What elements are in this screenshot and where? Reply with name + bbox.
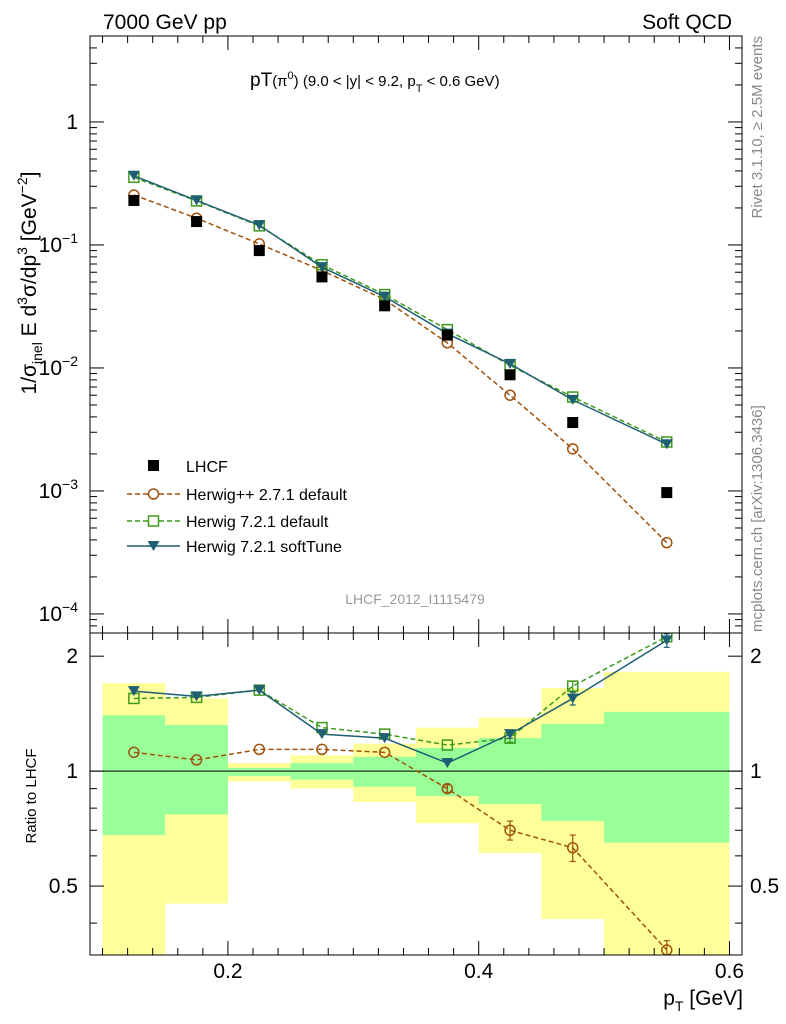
title-particle-sup: 0 <box>288 70 294 82</box>
ratio-point-herwig-soft <box>378 733 391 744</box>
title-cuts-sub: T <box>416 83 423 95</box>
legend-entry-lhcf: LHCF <box>148 459 228 476</box>
x-tick-label: 0.2 <box>213 960 242 983</box>
y-tick-label: 10−2 <box>39 353 79 380</box>
ratio-point-herwig-soft <box>504 729 517 740</box>
title-particle: (π <box>272 73 287 90</box>
title-prefix: pT <box>250 70 273 91</box>
point-data <box>191 216 203 228</box>
point-data <box>316 271 328 283</box>
ratio-point-herwigpp <box>316 743 328 756</box>
ratio-band-inner <box>353 756 416 787</box>
ratio-point-herwigpp <box>190 754 203 766</box>
point-herwig-soft <box>378 291 391 302</box>
point-herwig-soft <box>253 220 266 231</box>
ratio-point-herwig-default <box>441 739 454 751</box>
ratio-y-tick-label: 0.5 <box>49 875 78 898</box>
rivet-label: Rivet 3.1.10, ≥ 2.5M events <box>749 36 766 219</box>
title-cuts-tail: < 0.6 GeV) <box>422 73 499 90</box>
ratio-y-tick-label-right: 2 <box>750 645 762 668</box>
analysis-label: LHCF_2012_I1115479 <box>345 591 485 607</box>
legend-marker-herwig-default <box>147 515 160 527</box>
point-herwigpp <box>566 443 579 455</box>
ratio-point-herwigpp <box>253 743 266 756</box>
ratio-axis-title: Ratio to LHCF <box>23 748 40 843</box>
ratio-line-herwigpp <box>133 748 668 951</box>
point-herwig-soft <box>660 439 673 450</box>
point-herwigpp <box>504 389 516 401</box>
ratio-y-tick-label-right: 1 <box>750 760 762 783</box>
legend-label-herwig-default: Herwig 7.2.1 default <box>186 514 329 531</box>
y-tick-label: 10−1 <box>39 230 79 257</box>
point-herwig-soft <box>127 170 140 181</box>
ratio-point-herwig-soft <box>190 691 203 702</box>
point-data <box>567 417 579 429</box>
x-tick-label: 0.4 <box>464 960 494 983</box>
x-axis-title: pT [GeV] <box>663 987 743 1014</box>
ratio-point-herwigpp <box>378 746 391 759</box>
ratio-point-herwigpp <box>661 944 673 955</box>
legend-marker-herwigpp <box>147 488 160 500</box>
ratio-band-inner <box>165 725 228 815</box>
point-data <box>441 329 453 341</box>
legend-label-herwigpp: Herwig++ 2.7.1 default <box>186 487 348 504</box>
ratio-point-herwigpp <box>504 824 516 837</box>
ratio-y-tick-label: 2 <box>66 645 78 668</box>
ratio-point-herwig-default <box>566 680 579 692</box>
title-particle-close: ) <box>294 73 299 90</box>
point-data <box>253 245 265 257</box>
main-panel: 1 10−1 10−2 10−3 10−4 <box>39 35 743 634</box>
point-herwig-soft <box>504 358 517 369</box>
y-tick-label: 10−4 <box>39 599 79 626</box>
ratio-point-herwigpp <box>566 842 579 854</box>
legend: LHCF Herwig++ 2.7.1 default Herwig 7.2.1… <box>127 459 348 556</box>
ratio-point-herwigpp <box>441 782 454 795</box>
point-herwig-soft <box>190 195 203 206</box>
title-cuts: (9.0 < |y| < 9.2, p <box>303 73 416 90</box>
ratio-frame <box>89 632 743 956</box>
point-data <box>128 194 140 206</box>
legend-label-lhcf: LHCF <box>186 459 228 476</box>
ratio-y-tick-label: 1 <box>66 760 78 783</box>
ratio-point-herwig-soft <box>315 729 328 740</box>
legend-marker-herwig-soft <box>147 541 160 551</box>
y-tick-label: 10−3 <box>39 476 79 503</box>
ratio-point-herwig-soft <box>253 685 266 696</box>
header-right: Soft QCD <box>642 11 732 34</box>
legend-entry-herwigpp: Herwig++ 2.7.1 default <box>127 487 348 504</box>
point-herwig-soft <box>566 394 579 405</box>
ratio-point-herwig-soft <box>441 758 454 769</box>
ratio-band-inner <box>227 767 291 777</box>
ratio-point-herwig-soft <box>660 635 673 646</box>
y-tick-label: 1 <box>66 111 78 134</box>
legend-entry-herwig-soft: Herwig 7.2.1 softTune <box>127 539 342 556</box>
plot-title: pT(π0) (9.0 < |y| < 9.2, pT < 0.6 GeV) <box>250 70 500 95</box>
mcplots-label: mcplots.cern.ch [arXiv:1306.3436] <box>749 405 766 632</box>
point-data <box>504 369 516 381</box>
series-line-herwigpp <box>133 194 668 544</box>
legend-label-herwig-soft: Herwig 7.2.1 softTune <box>186 539 342 556</box>
point-herwig-soft <box>315 262 328 273</box>
legend-marker-lhcf <box>148 460 159 471</box>
x-tick-label: 0.6 <box>715 960 744 983</box>
ratio-point-herwig-soft <box>127 686 140 697</box>
y-axis-title: 1/σinel E d3σ/dp3 [GeV−2] <box>14 172 45 395</box>
legend-entry-herwig-default: Herwig 7.2.1 default <box>127 514 329 531</box>
ratio-band-inner <box>604 711 730 843</box>
ratio-point-herwig-soft <box>566 693 579 704</box>
ratio-band-inner <box>541 723 605 822</box>
ratio-y-tick-label-right: 0.5 <box>750 875 779 898</box>
point-data <box>379 300 391 312</box>
header-left: 7000 GeV pp <box>103 11 227 34</box>
ratio-point-herwigpp <box>128 746 140 759</box>
point-herwigpp <box>661 536 673 549</box>
point-data <box>661 487 673 499</box>
ratio-band-inner <box>102 715 166 836</box>
ratio-panel: 0.5 0.5 1 1 2 2 0.2 0.4 0.6 <box>49 632 779 983</box>
